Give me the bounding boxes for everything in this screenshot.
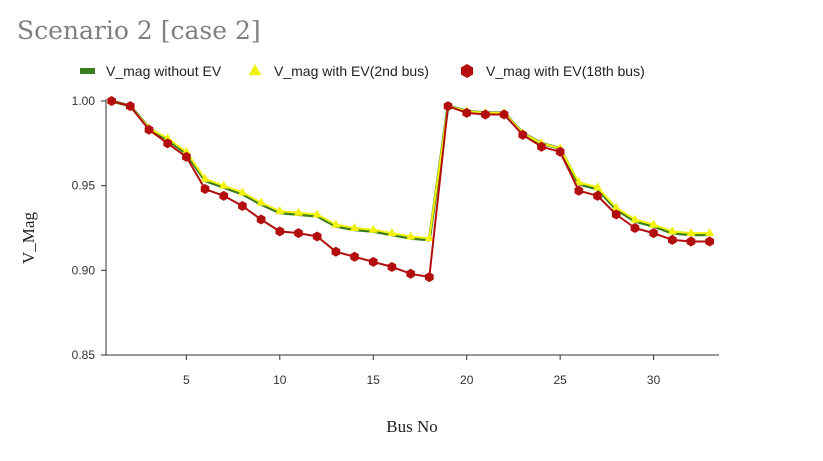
- data-point: [219, 180, 229, 189]
- x-tick-label: 10: [273, 373, 287, 387]
- y-axis-title: V_Mag: [19, 212, 38, 264]
- legend: V_mag without EV V_mag with EV(2nd bus) V_…: [80, 63, 645, 79]
- legend-item[interactable]: V_mag without EV: [80, 63, 222, 79]
- data-point: [219, 190, 229, 201]
- data-point: [387, 228, 397, 237]
- y-tick-label: 0.90: [72, 263, 96, 277]
- data-point: [163, 133, 173, 142]
- data-point: [667, 226, 677, 235]
- data-point: [256, 214, 266, 225]
- data-point: [574, 177, 584, 186]
- x-tick-label: 20: [460, 373, 474, 387]
- legend-item[interactable]: V_mag with EV(18th bus): [460, 63, 645, 79]
- y-tick-label: 0.85: [72, 348, 96, 362]
- series-1: [111, 99, 710, 242]
- legend-swatch: [80, 68, 95, 74]
- legend-item[interactable]: V_mag with EV(2nd bus): [248, 63, 429, 79]
- data-point: [331, 246, 341, 257]
- data-point: [593, 190, 602, 201]
- data-point: [686, 228, 696, 237]
- data-point: [275, 226, 285, 237]
- data-point: [406, 231, 416, 240]
- data-point: [294, 228, 303, 239]
- data-point: [200, 173, 210, 182]
- x-axis-title: Bus No: [386, 417, 437, 436]
- data-point: [443, 101, 453, 112]
- y-tick-label: 1.00: [72, 94, 96, 108]
- series-line: [111, 99, 710, 242]
- data-point: [630, 214, 640, 223]
- data-point: [181, 146, 191, 155]
- data-point: [611, 202, 621, 211]
- data-point: [368, 256, 378, 267]
- x-tick-label: 15: [367, 373, 381, 387]
- data-point: [462, 107, 472, 118]
- data-point: [481, 109, 490, 120]
- data-point: [237, 187, 248, 196]
- data-point: [387, 261, 397, 272]
- data-point: [611, 209, 621, 220]
- data-point: [312, 231, 322, 242]
- data-point: [686, 236, 696, 247]
- data-point: [238, 200, 247, 211]
- axes: 0.85 0.90 0.95 1.00 5 10 15 20 25 30: [72, 94, 719, 387]
- data-point: [518, 129, 528, 140]
- data-point: [705, 236, 714, 247]
- data-point: [705, 228, 715, 237]
- data-point: [349, 223, 360, 231]
- data-point: [424, 233, 434, 242]
- data-point: [125, 101, 135, 112]
- data-point: [350, 251, 359, 262]
- data-point: [107, 96, 116, 106]
- data-point: [648, 219, 659, 228]
- x-tick-label: 25: [553, 373, 567, 387]
- data-point: [144, 124, 154, 135]
- data-point: [368, 224, 378, 233]
- series-3: [107, 96, 714, 283]
- data-point: [630, 223, 640, 233]
- data-point: [555, 146, 565, 157]
- data-point: [312, 209, 322, 218]
- data-point: [574, 185, 584, 196]
- legend-swatch: [248, 64, 262, 76]
- x-tick-label: 5: [183, 373, 190, 387]
- chart-title: Scenario 2 [case 2]: [17, 16, 261, 45]
- data-point: [649, 228, 658, 239]
- data-point: [293, 207, 304, 216]
- data-point: [163, 138, 173, 149]
- data-point: [537, 141, 546, 152]
- legend-label: V_mag without EV: [106, 63, 222, 79]
- data-point: [331, 219, 341, 228]
- legend-label: V_mag with EV(18th bus): [486, 63, 645, 79]
- y-tick-label: 0.95: [72, 179, 96, 193]
- data-point: [406, 268, 415, 279]
- legend-swatch: [460, 64, 474, 78]
- legend-label: V_mag with EV(2nd bus): [274, 63, 429, 79]
- data-point: [200, 184, 210, 195]
- data-point: [499, 109, 509, 120]
- data-point: [592, 182, 603, 191]
- data-point: [182, 151, 191, 162]
- data-point: [256, 197, 266, 206]
- series-group: [107, 96, 715, 283]
- data-point: [667, 234, 677, 245]
- data-point: [424, 272, 434, 283]
- data-point: [275, 206, 285, 215]
- x-tick-label: 30: [647, 373, 661, 387]
